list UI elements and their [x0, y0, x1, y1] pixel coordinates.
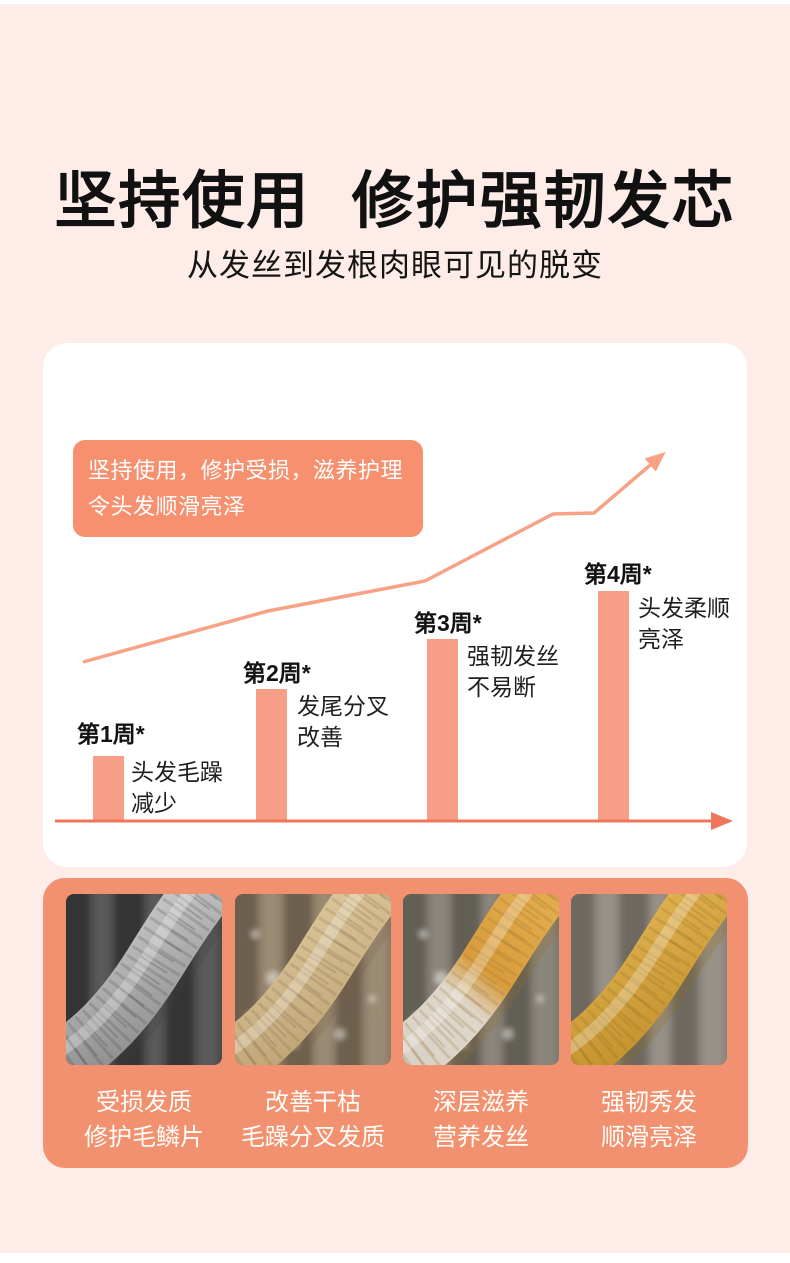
bar-week-3 — [427, 639, 458, 821]
hair-strand-image-4 — [571, 894, 727, 1065]
bar-annotation-week-3: 强韧发丝 不易断 — [467, 643, 559, 700]
hair-stages-gallery: 受损发质 修护毛鳞片 改善干枯 毛躁分叉发质 深层滋养 营养发丝 强韧秀发 顺滑… — [43, 878, 748, 1168]
trend-line — [82, 459, 657, 664]
hair-strand-image-2 — [235, 894, 391, 1065]
bar-week-2 — [256, 689, 287, 821]
bar-label-week-1: 第1周* — [77, 721, 145, 747]
benefit-callout: 坚持使用，修护受损，滋养护理 令头发顺滑亮泽 — [73, 440, 423, 537]
bar-week-1 — [93, 756, 124, 821]
gallery-caption-4: 强韧秀发 顺滑亮泽 — [601, 1089, 697, 1151]
hair-strand-image-1 — [66, 894, 222, 1065]
page-title: 坚持使用 修护强韧发芯 — [54, 167, 736, 236]
hair-strand-art-2 — [235, 894, 391, 1065]
gallery-caption-1: 受损发质 修护毛鳞片 — [84, 1089, 204, 1151]
hair-strand-art-3 — [403, 894, 559, 1065]
hair-strand-art-4 — [571, 894, 727, 1065]
hair-strand-art-1 — [66, 894, 222, 1065]
trend-line-arrowhead — [644, 451, 666, 472]
bar-annotation-week-2: 发尾分叉 改善 — [297, 693, 389, 750]
bar-week-4 — [598, 591, 629, 821]
trend-chart-svg — [55, 451, 733, 830]
bar-label-week-4: 第4周* — [584, 561, 652, 587]
x-axis-arrowhead — [711, 812, 733, 830]
bar-label-week-3: 第3周* — [414, 610, 482, 636]
bar-label-week-2: 第2周* — [243, 660, 311, 686]
hair-strand-image-3 — [403, 894, 559, 1065]
trend-chart-card: 坚持使用，修护受损，滋养护理 令头发顺滑亮泽 第1周* 第2周* 第3周* 第4… — [43, 343, 747, 867]
callout-line-1: 坚持使用，修护受损，滋养护理 — [88, 458, 404, 483]
bar-annotation-week-4: 头发柔顺 亮泽 — [638, 595, 730, 652]
callout-line-2: 令头发顺滑亮泽 — [88, 493, 246, 519]
page-subtitle: 从发丝到发根肉眼可见的脱变 — [187, 248, 603, 283]
gallery-caption-2: 改善干枯 毛躁分叉发质 — [241, 1089, 385, 1151]
gallery-caption-3: 深层滋养 营养发丝 — [433, 1089, 529, 1151]
bar-annotation-week-1: 头发毛躁 减少 — [131, 759, 223, 816]
